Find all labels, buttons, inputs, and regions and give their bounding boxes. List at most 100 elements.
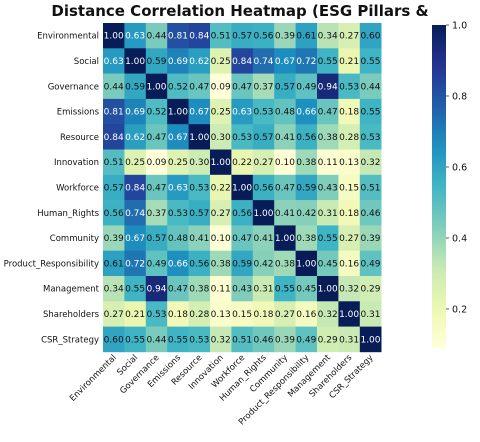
heatmap-cell-resource-social [124,124,147,150]
cell-value-label: 0.47 [168,285,188,295]
heatmap-cell-environmental-product-responsibility [295,23,318,49]
cell-value-label: 0.09 [211,82,231,92]
cell-value-label: 0.55 [360,108,380,118]
cell-value-label: 0.55 [125,335,145,345]
cell-value-label: 0.62 [125,133,145,143]
heatmap-cell-human-rights-emissions [167,200,189,226]
heatmap-cell-shareholders-human-rights [252,301,275,327]
cell-value-label: 0.16 [339,259,359,269]
cell-value-label: 0.45 [296,285,316,295]
cell-value-label: 1.00 [146,82,166,92]
heatmap-cell-emissions-shareholders [338,98,361,125]
heatmap-cell-governance-csr-strategy [359,73,382,100]
cell-value-label: 0.39 [275,32,295,42]
cell-value-label: 0.47 [146,133,166,143]
cell-value-label: 0.51 [104,158,124,168]
y-tick-labels: Environmental Social Governance Emissions Re… [4,32,100,346]
heatmap-cell-product-responsibility-shareholders [338,250,361,277]
cell-value-label: 0.57 [232,32,252,42]
cell-value-label: 0.57 [189,209,209,219]
heatmap-cell-shareholders-shareholders [338,301,361,327]
heatmap-cell-csr-strategy-environmental [103,326,125,353]
cell-value-label: 0.28 [189,310,209,320]
heatmap-cell-management-csr-strategy [359,276,382,302]
heatmap-cell-social-social [124,48,147,74]
cell-value-label: 0.28 [339,133,359,143]
heatmap-cell-product-responsibility-social [124,250,147,277]
heatmap-cell-product-responsibility-csr-strategy [359,250,382,277]
cell-value-label: 0.30 [189,158,209,168]
colorbar-tick-label: 0.4 [452,233,467,244]
cell-value-label: 0.60 [360,32,380,42]
heatmap-cell-shareholders-environmental [103,301,125,327]
heatmap-cell-resource-workforce [231,124,254,150]
heatmap-cell-emissions-community [274,98,296,125]
cell-value-label: 1.00 [125,57,145,67]
heatmap-cell-management-management [317,276,339,302]
heatmap-cell-governance-shareholders [338,73,361,100]
cell-value-label: 0.69 [125,108,145,118]
heatmap-cell-environmental-workforce [231,23,254,49]
cell-value-label: 0.56 [104,209,124,219]
cell-value-label: 1.00 [296,259,316,269]
x-tick-label-environmental: Environmental [68,353,119,404]
cell-value-label: 0.39 [104,234,124,244]
cell-value-label: 0.72 [125,259,145,269]
heatmap-cell-workforce-emissions [167,174,189,201]
heatmap-cell-workforce-human-rights [252,174,275,201]
heatmap-cell-management-product-responsibility [295,276,318,302]
heatmap-cell-governance-resource [188,73,211,100]
heatmap-cell-product-responsibility-management [317,250,339,277]
cell-value-label: 0.44 [104,82,124,92]
heatmap-cell-innovation-management [317,149,339,176]
cell-value-label: 0.47 [318,108,338,118]
heatmap-cell-management-community [274,276,296,302]
heatmap-cell-innovation-resource [188,149,211,176]
cell-value-label: 0.61 [104,259,124,269]
heatmap-cell-social-csr-strategy [359,48,382,74]
cell-value-label: 0.56 [296,133,316,143]
heatmap-cell-environmental-management [317,23,339,49]
cell-value-label: 0.47 [232,234,252,244]
cell-value-label: 0.29 [318,335,338,345]
cell-value-label: 0.61 [296,32,316,42]
cell-value-label: 1.00 [275,234,295,244]
heatmap-cells: 1.00 0.63 0.44 0.81 0.84 0.51 0.57 0.56 0.39 0.61… [103,23,382,353]
cell-value-label: 0.55 [125,285,145,295]
cell-value-label: 0.43 [232,285,252,295]
cell-value-label: 0.47 [146,183,166,193]
heatmap-cell-csr-strategy-csr-strategy [359,326,382,353]
heatmap-cell-shareholders-workforce [231,301,254,327]
cell-value-label: 0.52 [168,82,188,92]
heatmap-cell-governance-product-responsibility [295,73,318,100]
cell-value-label: 0.55 [360,57,380,67]
heatmap-cell-workforce-governance [145,174,168,201]
cell-value-label: 0.49 [296,82,316,92]
heatmap-cell-human-rights-community [274,200,296,226]
cell-value-label: 0.47 [189,82,209,92]
heatmap-cell-governance-management [317,73,339,100]
cell-value-label: 0.37 [253,82,273,92]
cell-value-label: 0.56 [253,32,273,42]
y-tick-label-innovation: Innovation [54,158,99,168]
heatmap-cell-resource-management [317,124,339,150]
cell-value-label: 0.81 [104,108,124,118]
heatmap-cell-csr-strategy-community [274,326,296,353]
cell-value-label: 0.18 [253,310,273,320]
cell-value-label: 0.55 [275,285,295,295]
heatmap-cell-workforce-community [274,174,296,201]
heatmap-cell-workforce-workforce [231,174,254,201]
heatmap-cell-management-resource [188,276,211,302]
y-tick-label-workforce: Workforce [56,183,99,193]
cell-value-label: 0.51 [360,183,380,193]
heatmap-cell-csr-strategy-shareholders [338,326,361,353]
cell-value-label: 0.27 [339,32,359,42]
cell-value-label: 1.00 [339,310,359,320]
heatmap-cell-emissions-csr-strategy [359,98,382,125]
cell-value-label: 0.32 [318,310,338,320]
y-tick-label-human-rights: Human_Rights [37,209,99,219]
cell-value-label: 0.48 [168,234,188,244]
heatmap-cell-management-shareholders [338,276,361,302]
cell-value-label: 0.31 [360,310,380,320]
heatmap-cell-community-csr-strategy [359,225,382,251]
